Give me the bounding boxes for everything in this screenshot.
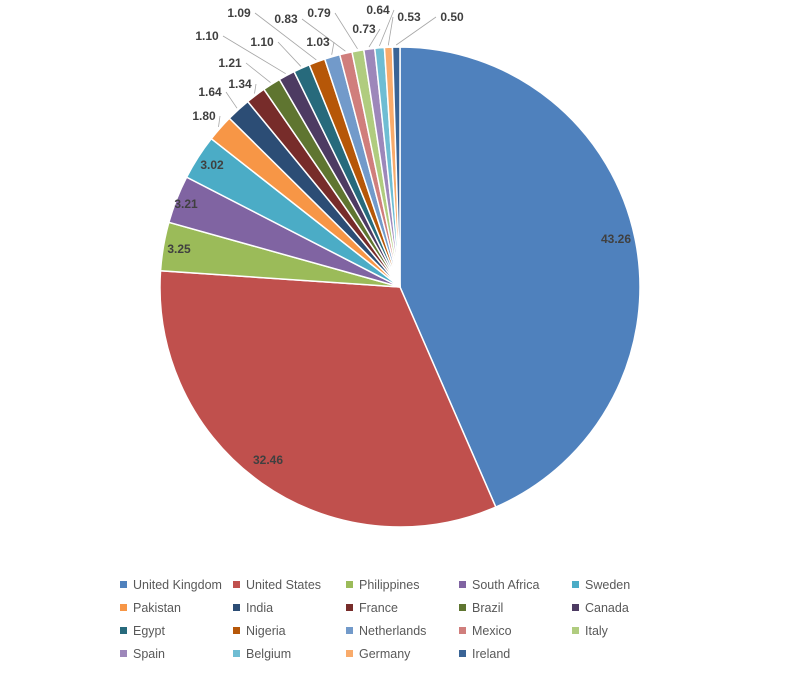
data-label-netherlands: 1.03 bbox=[306, 35, 330, 49]
legend-swatch bbox=[120, 627, 127, 634]
data-label-nigeria: 1.09 bbox=[227, 6, 251, 20]
leader-line-brazil bbox=[245, 62, 271, 83]
legend-item-belgium: Belgium bbox=[233, 645, 346, 662]
pie-chart: 43.26 32.46 3.25 3.21 3.02 1.80 1.64 1.34 1.21 1.… bbox=[159, 3, 641, 528]
legend-swatch bbox=[459, 650, 466, 657]
data-label-united-states: 32.46 bbox=[253, 453, 283, 467]
legend-swatch bbox=[346, 604, 353, 611]
legend-label: Nigeria bbox=[246, 623, 286, 638]
leader-line-netherlands bbox=[331, 41, 335, 55]
legend-swatch bbox=[120, 581, 127, 588]
legend-label: Netherlands bbox=[359, 623, 427, 638]
leader-line-nigeria bbox=[254, 12, 317, 61]
leader-line-egypt bbox=[277, 41, 302, 67]
legend-swatch bbox=[120, 650, 127, 657]
data-label-france: 1.34 bbox=[228, 77, 252, 91]
pie-slice-united-states bbox=[159, 269, 497, 528]
legend-item-canada: Canada bbox=[572, 599, 685, 616]
legend-item-netherlands: Netherlands bbox=[346, 622, 459, 639]
legend-swatch bbox=[346, 581, 353, 588]
leader-line-india bbox=[225, 91, 238, 109]
data-label-ireland: 0.50 bbox=[440, 10, 464, 24]
legend-item-pakistan: Pakistan bbox=[120, 599, 233, 616]
legend-item-egypt: Egypt bbox=[120, 622, 233, 639]
legend-label: Pakistan bbox=[133, 600, 181, 615]
legend-label: Italy bbox=[585, 623, 608, 638]
leader-lines bbox=[218, 9, 437, 127]
data-label-brazil: 1.21 bbox=[218, 56, 242, 70]
data-label-italy: 0.79 bbox=[307, 6, 331, 20]
legend-swatch bbox=[120, 604, 127, 611]
legend-swatch bbox=[233, 581, 240, 588]
leader-line-belgium bbox=[379, 9, 395, 47]
legend-label: Sweden bbox=[585, 577, 631, 592]
data-label-south-africa: 3.21 bbox=[174, 197, 198, 211]
legend-label: United Kingdom bbox=[133, 577, 222, 592]
pie-slices bbox=[159, 46, 641, 528]
legend-label: France bbox=[359, 600, 398, 615]
legend-label: Spain bbox=[133, 646, 165, 661]
legend-item-italy: Italy bbox=[572, 622, 685, 639]
legend-item-germany: Germany bbox=[346, 645, 459, 662]
leader-line-mexico bbox=[301, 18, 346, 52]
data-label-philippines: 3.25 bbox=[167, 242, 191, 256]
pie-slice-ireland bbox=[391, 46, 401, 288]
legend-swatch bbox=[233, 627, 240, 634]
pie-slice-united-kingdom bbox=[399, 46, 641, 509]
leader-line-germany bbox=[387, 16, 394, 46]
legend-swatch bbox=[459, 604, 466, 611]
legend-item-philippines: Philippines bbox=[346, 576, 459, 593]
data-label-belgium: 0.64 bbox=[366, 3, 390, 17]
data-label-germany: 0.53 bbox=[397, 10, 421, 24]
data-label-pakistan: 1.80 bbox=[192, 109, 216, 123]
data-label-canada: 1.10 bbox=[195, 29, 219, 43]
legend-item-mexico: Mexico bbox=[459, 622, 572, 639]
legend-swatch bbox=[459, 627, 466, 634]
legend-swatch bbox=[346, 627, 353, 634]
data-label-india: 1.64 bbox=[198, 85, 222, 99]
legend-label: Germany bbox=[359, 646, 411, 661]
legend-label: Philippines bbox=[359, 577, 420, 592]
data-label-mexico: 0.83 bbox=[274, 12, 298, 26]
leader-line-pakistan bbox=[218, 115, 221, 127]
legend-label: Ireland bbox=[472, 646, 511, 661]
legend-item-india: India bbox=[233, 599, 346, 616]
leader-line-italy bbox=[334, 12, 358, 50]
legend-swatch bbox=[572, 604, 579, 611]
leader-line-canada bbox=[222, 35, 286, 75]
legend-item-south-africa: South Africa bbox=[459, 576, 572, 593]
legend-swatch bbox=[459, 581, 466, 588]
legend-swatch bbox=[572, 581, 579, 588]
legend-swatch bbox=[572, 627, 579, 634]
legend-swatch bbox=[346, 650, 353, 657]
legend-item-france: France bbox=[346, 599, 459, 616]
legend-item-sweden: Sweden bbox=[572, 576, 685, 593]
legend-label: Brazil bbox=[472, 600, 504, 615]
data-label-sweden: 3.02 bbox=[200, 158, 224, 172]
legend-item-nigeria: Nigeria bbox=[233, 622, 346, 639]
legend-item-ireland: Ireland bbox=[459, 645, 572, 662]
legend-label: United States bbox=[246, 577, 322, 592]
legend-label: Mexico bbox=[472, 623, 512, 638]
legend-item-spain: Spain bbox=[120, 645, 233, 662]
data-label-spain: 0.73 bbox=[352, 22, 376, 36]
data-label-united-kingdom: 43.26 bbox=[601, 232, 631, 246]
chart-legend: United Kingdom United States Philippines So… bbox=[120, 576, 760, 662]
leader-line-france bbox=[254, 83, 257, 94]
data-label-egypt: 1.10 bbox=[250, 35, 274, 49]
legend-label: Canada bbox=[585, 600, 629, 615]
legend-label: South Africa bbox=[472, 577, 540, 592]
legend-swatch bbox=[233, 650, 240, 657]
legend-label: Egypt bbox=[133, 623, 165, 638]
legend-label: India bbox=[246, 600, 274, 615]
data-labels: 43.26 32.46 3.25 3.21 3.02 1.80 1.64 1.34 1.21 1.… bbox=[167, 3, 631, 467]
legend-swatch bbox=[233, 604, 240, 611]
legend-label: Belgium bbox=[246, 646, 292, 661]
legend-item-united-states: United States bbox=[233, 576, 346, 593]
leader-line-spain bbox=[368, 28, 381, 48]
legend-item-brazil: Brazil bbox=[459, 599, 572, 616]
leader-line-ireland bbox=[395, 16, 437, 46]
legend-item-united-kingdom: United Kingdom bbox=[120, 576, 233, 593]
